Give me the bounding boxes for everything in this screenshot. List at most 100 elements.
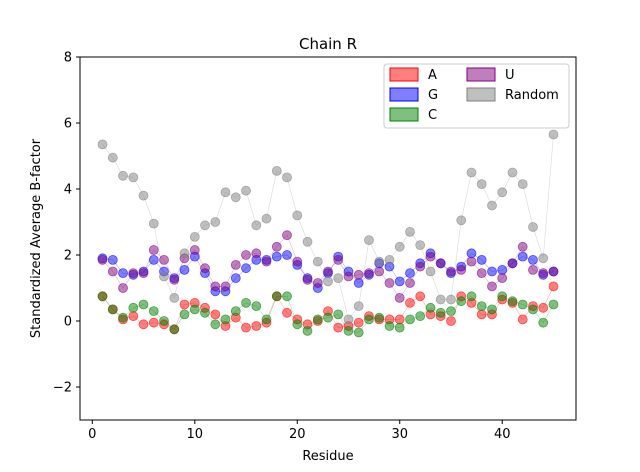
data-point-a: [446, 316, 456, 326]
data-point-u: [415, 261, 426, 272]
data-point-u: [261, 256, 272, 267]
data-point-u: [148, 245, 159, 255]
data-point-u: [394, 292, 405, 303]
y-tick-label: 4: [64, 183, 72, 198]
legend-swatch-c: [389, 107, 419, 122]
data-point-c: [435, 307, 446, 318]
data-point-a: [405, 297, 415, 308]
data-point-random: [97, 139, 108, 150]
data-point-u: [210, 281, 221, 292]
data-point-g: [271, 251, 282, 262]
data-point-u: [517, 241, 528, 252]
plot-frame: [79, 56, 577, 421]
data-point-random: [333, 273, 344, 284]
data-point-u: [476, 268, 487, 279]
data-point-g: [179, 264, 190, 275]
data-point-random: [466, 167, 477, 178]
data-point-c: [302, 325, 313, 336]
data-point-u: [528, 264, 538, 275]
data-point-c: [292, 319, 303, 330]
legend-swatch-g: [389, 87, 419, 102]
data-point-c: [189, 304, 200, 315]
data-point-c: [353, 327, 364, 338]
x-tick-label: 10: [187, 427, 204, 442]
data-point-random: [394, 241, 405, 252]
data-point-g: [394, 276, 405, 287]
data-point-u: [343, 271, 354, 282]
data-point-a: [179, 299, 190, 310]
data-point-a: [282, 307, 292, 318]
data-point-random: [241, 185, 251, 196]
data-point-c: [179, 309, 190, 320]
data-point-c: [159, 316, 169, 326]
data-point-u: [435, 258, 446, 269]
data-point-u: [241, 250, 251, 260]
data-point-a: [138, 319, 149, 330]
data-point-random: [425, 266, 436, 277]
data-point-a: [538, 302, 549, 313]
y-axis-label: Standardized Average B-factor: [29, 138, 44, 338]
data-point-a: [476, 309, 487, 320]
data-point-g: [241, 263, 251, 274]
data-point-u: [97, 254, 108, 265]
data-point-u: [189, 245, 200, 255]
data-point-a: [517, 314, 528, 325]
y-tick-label: 0: [64, 315, 72, 330]
series-points: [97, 129, 559, 338]
legend-swatch-u: [466, 67, 496, 82]
data-point-random: [189, 231, 200, 242]
x-axis-ticks: 0 10 20 30 40: [88, 420, 510, 442]
data-point-c: [405, 314, 415, 325]
data-point-g: [476, 254, 487, 265]
data-point-u: [497, 273, 508, 284]
data-point-a: [415, 291, 426, 302]
data-point-c: [487, 304, 497, 315]
x-tick-label: 20: [289, 427, 306, 442]
data-point-random: [538, 253, 549, 264]
data-point-c: [251, 301, 262, 312]
chart-title: Chain R: [299, 35, 357, 53]
data-point-random: [179, 248, 190, 259]
data-point-u: [538, 268, 549, 279]
x-tick-label: 30: [391, 427, 408, 442]
data-point-g: [497, 264, 508, 275]
data-point-c: [118, 312, 128, 323]
data-point-u: [292, 256, 303, 267]
data-point-random: [312, 256, 323, 267]
data-point-random: [107, 152, 118, 163]
data-point-random: [148, 218, 159, 229]
data-point-random: [282, 172, 292, 183]
data-point-c: [528, 304, 538, 315]
data-point-a: [394, 314, 405, 325]
data-point-c: [107, 304, 118, 315]
data-point-random: [435, 294, 446, 305]
legend-label-random: Random: [505, 88, 559, 103]
data-point-random: [261, 213, 272, 224]
data-point-g: [517, 251, 528, 262]
data-point-c: [374, 312, 385, 323]
x-tick-label: 40: [494, 427, 511, 442]
data-point-c: [343, 325, 354, 336]
data-point-u: [107, 266, 118, 277]
data-point-random: [343, 314, 354, 325]
data-point-c: [230, 306, 241, 317]
data-point-g: [528, 254, 538, 265]
data-point-random: [384, 254, 395, 265]
legend-label-u: U: [505, 68, 515, 83]
data-point-random: [210, 217, 221, 227]
y-axis-ticks: −2 0 2 4 6 8: [53, 51, 80, 396]
data-point-random: [405, 226, 415, 237]
x-tick-label: 0: [88, 427, 96, 442]
data-point-random: [415, 240, 426, 251]
legend-label-c: C: [428, 108, 437, 123]
legend-label-a: A: [428, 68, 437, 83]
data-point-u: [159, 254, 169, 265]
data-point-u: [507, 258, 518, 269]
data-point-c: [538, 317, 549, 328]
data-point-u: [230, 259, 241, 270]
data-point-c: [282, 291, 292, 302]
data-point-random: [118, 170, 128, 181]
data-point-random: [220, 187, 231, 198]
data-point-u: [425, 251, 436, 262]
